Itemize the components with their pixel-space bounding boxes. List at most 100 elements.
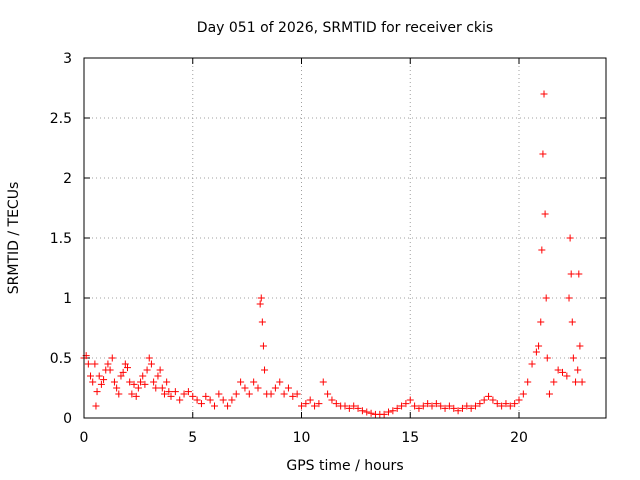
y-tick-label: 3 — [63, 51, 72, 67]
data-point — [306, 396, 314, 404]
data-point — [113, 384, 121, 392]
data-point — [345, 404, 353, 412]
y-tick-label: 2 — [63, 171, 72, 187]
data-point — [550, 378, 558, 386]
data-point — [121, 360, 129, 368]
data-point — [250, 378, 258, 386]
data-point — [160, 390, 168, 398]
x-axis-label: GPS time / hours — [286, 458, 403, 474]
data-point — [293, 390, 301, 398]
data-point — [328, 396, 336, 404]
data-point — [541, 210, 549, 218]
data-point — [176, 396, 184, 404]
data-point — [171, 388, 179, 396]
data-point — [498, 402, 506, 410]
data-point — [139, 372, 147, 380]
data-point — [476, 400, 484, 408]
data-point — [568, 318, 576, 326]
data-point — [432, 400, 440, 408]
data-point — [463, 402, 471, 410]
data-point — [539, 150, 547, 158]
data-point — [572, 378, 580, 386]
data-point — [350, 402, 358, 410]
data-point — [424, 400, 432, 408]
data-point — [298, 402, 305, 410]
data-point — [97, 380, 105, 388]
data-point — [532, 348, 540, 356]
data-point — [393, 404, 401, 412]
data-point — [489, 396, 497, 404]
data-point — [485, 392, 493, 400]
data-point — [315, 400, 323, 408]
data-point — [398, 402, 406, 410]
data-point — [543, 354, 551, 362]
data-point — [276, 378, 284, 386]
data-point — [367, 409, 375, 417]
data-point — [538, 246, 546, 254]
data-point — [108, 354, 116, 362]
data-point — [380, 410, 388, 418]
data-point — [472, 402, 479, 410]
data-point — [358, 407, 366, 415]
data-point — [119, 368, 127, 376]
x-tick-label: 20 — [510, 430, 528, 446]
data-point — [143, 366, 151, 374]
data-point — [284, 384, 292, 392]
data-point — [354, 404, 362, 412]
data-point — [117, 372, 125, 380]
data-point — [163, 378, 171, 386]
data-point — [511, 400, 519, 408]
x-axis-tick-labels: 0 5 10 15 20 — [80, 430, 528, 446]
data-point — [289, 392, 297, 400]
data-point — [232, 390, 240, 398]
data-point — [524, 378, 532, 386]
data-point — [259, 342, 267, 350]
data-point — [104, 360, 112, 368]
data-point — [158, 384, 166, 392]
data-point — [215, 390, 223, 398]
data-point — [445, 402, 453, 410]
data-point — [566, 234, 574, 242]
data-point — [554, 366, 562, 374]
data-point — [95, 372, 103, 380]
data-point — [84, 360, 92, 368]
data-point — [385, 408, 392, 416]
y-axis-tick-labels: 0 0.5 1 1.5 2 2.5 3 — [50, 51, 72, 427]
data-point — [156, 366, 164, 374]
data-point — [267, 390, 275, 398]
x-tick-label: 15 — [401, 430, 419, 446]
data-point — [228, 396, 236, 404]
data-point — [241, 384, 249, 392]
data-point — [542, 294, 550, 302]
data-point — [261, 366, 269, 374]
data-point — [302, 400, 310, 408]
data-point — [319, 378, 327, 386]
y-tick-label: 0.5 — [50, 351, 72, 367]
data-point — [152, 384, 160, 392]
data-point — [574, 366, 582, 374]
data-point — [89, 378, 97, 386]
data-point — [87, 372, 95, 380]
data-point — [189, 392, 197, 400]
data-point — [428, 402, 436, 410]
chart-title: Day 051 of 2026, SRMTID for receiver cki… — [197, 20, 493, 36]
data-point — [197, 400, 205, 408]
axis-ticks — [83, 57, 606, 419]
data-point — [454, 407, 462, 415]
gridlines — [84, 58, 606, 418]
data-point — [324, 390, 332, 398]
data-point — [575, 270, 583, 278]
data-point — [567, 270, 575, 278]
data-point — [147, 360, 155, 368]
data-point — [450, 404, 458, 412]
data-point — [124, 364, 131, 372]
data-point — [540, 90, 548, 98]
data-point — [578, 378, 586, 386]
data-point — [311, 402, 319, 410]
data-point — [258, 318, 266, 326]
data-point — [92, 402, 100, 410]
data-point — [389, 407, 397, 415]
data-point — [137, 378, 145, 386]
